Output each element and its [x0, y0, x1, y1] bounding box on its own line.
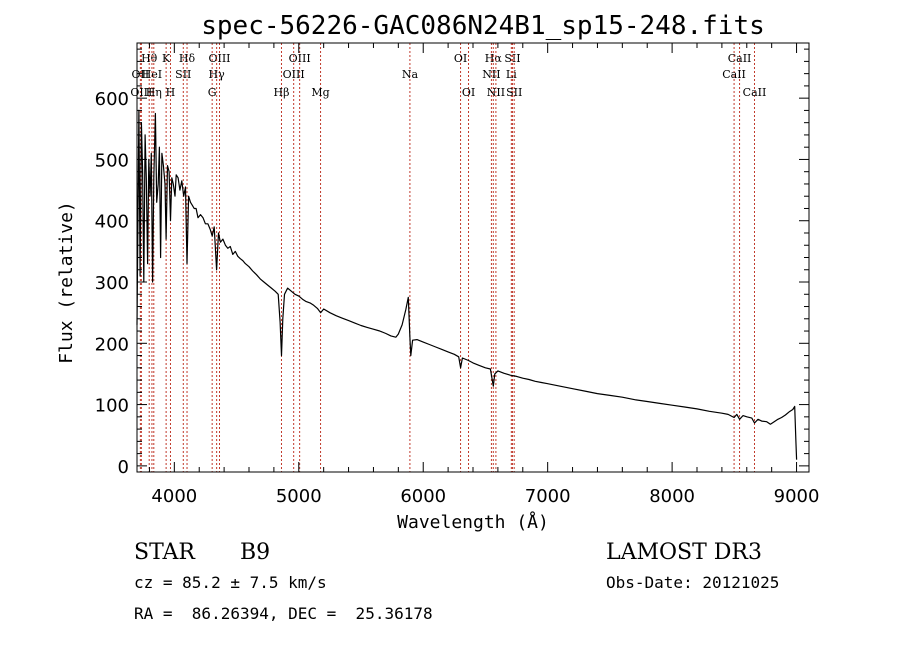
redshift-readout: cz = 85.2 ± 7.5 km/s: [134, 573, 327, 592]
x-tick-label-2: 6000: [400, 486, 446, 507]
line-label-15: Mg: [311, 86, 329, 99]
line-label-5: K: [162, 52, 171, 65]
line-label-9: OIII: [208, 52, 230, 65]
line-label-16: Na: [402, 68, 419, 81]
line-label-26: CaII: [722, 68, 746, 81]
line-label-1: OIII: [130, 86, 152, 99]
line-label-6: SII: [175, 68, 191, 81]
y-tick-label-2: 200: [95, 334, 129, 355]
x-tick-label-5: 9000: [774, 486, 820, 507]
line-label-12: OIII: [289, 52, 311, 65]
line-label-24: SII: [506, 86, 522, 99]
line-label-11: G: [208, 86, 217, 99]
line-label-13: OIII: [283, 68, 305, 81]
line-label-20: NII: [482, 68, 500, 81]
y-tick-label-0: 0: [118, 457, 129, 478]
y-tick-label-1: 100: [95, 396, 129, 417]
line-label-0: OII: [132, 68, 150, 81]
line-label-21: NII: [487, 86, 505, 99]
x-tick-label-4: 8000: [649, 486, 695, 507]
line-label-10: Hγ: [209, 68, 226, 81]
line-label-7: H: [166, 86, 176, 99]
object-class: STAR: [134, 540, 195, 565]
line-label-19: Hα: [485, 52, 503, 65]
line-label-4: Hη: [146, 86, 162, 99]
line-label-3: HeI: [142, 68, 162, 81]
line-label-18: OI: [462, 86, 475, 99]
line-label-23: Li: [506, 68, 517, 81]
x-tick-label-1: 5000: [276, 486, 322, 507]
y-axis-label: Flux (relative): [56, 201, 77, 364]
y-tick-label-4: 400: [95, 212, 129, 233]
line-label-14: Hβ: [274, 86, 290, 99]
line-label-25: CaII: [728, 52, 752, 65]
plot-frame: [136, 42, 810, 473]
y-tick-label-6: 600: [95, 89, 129, 110]
coordinates-readout: RA = 86.26394, DEC = 25.36178: [134, 604, 433, 623]
y-tick-label-3: 300: [95, 273, 129, 294]
spectrum-line: [136, 109, 798, 460]
line-label-22: SII: [504, 52, 520, 65]
chart-title: spec-56226-GAC086N24B1_sp15-248.fits: [201, 11, 765, 41]
x-tick-label-3: 7000: [525, 486, 571, 507]
x-axis-label: Wavelength (Å): [397, 511, 549, 533]
line-label-27: CaII: [743, 86, 767, 99]
line-label-8: Hδ: [179, 52, 196, 65]
object-subclass: B9: [240, 540, 271, 565]
x-tick-label-0: 4000: [151, 486, 197, 507]
y-tick-label-5: 500: [95, 150, 129, 171]
line-label-2: Hθ: [141, 52, 158, 65]
survey-name: LAMOST DR3: [606, 540, 762, 565]
line-label-17: OI: [454, 52, 467, 65]
obs-date: Obs-Date: 20121025: [606, 573, 780, 592]
